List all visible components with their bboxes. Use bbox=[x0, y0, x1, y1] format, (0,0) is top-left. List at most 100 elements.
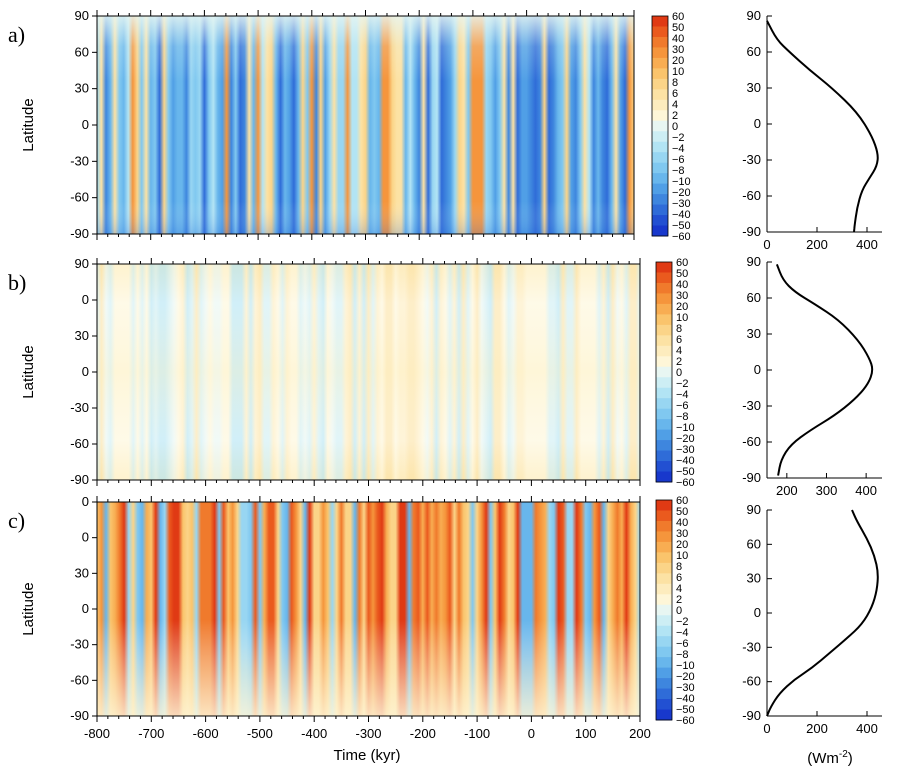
colorbar-label: −50 bbox=[676, 704, 695, 716]
colorbar-segment bbox=[656, 398, 672, 410]
colorbar-frame bbox=[655, 261, 673, 483]
colorbar-label: −60 bbox=[676, 715, 695, 727]
profile-x-tick-label: 0 bbox=[763, 721, 770, 736]
colorbar-label: 10 bbox=[672, 66, 684, 78]
colorbar-label: −20 bbox=[676, 433, 695, 445]
colorbar-segment bbox=[652, 36, 668, 48]
colorbar-label: 4 bbox=[676, 583, 682, 595]
colorbar-label: −40 bbox=[676, 693, 695, 705]
colorbar-label: −10 bbox=[676, 422, 695, 434]
profile-line bbox=[766, 20, 879, 233]
colorbar-label: 0 bbox=[672, 121, 678, 133]
profile-y-tick-label: 0 bbox=[754, 605, 761, 620]
colorbar-label: 30 bbox=[676, 290, 688, 302]
colorbar-segment bbox=[656, 541, 672, 553]
heatmap-latitude-shading bbox=[97, 264, 640, 480]
colorbars: 60504030201086420−2−4−6−8−10−20−30−40−50… bbox=[651, 11, 695, 727]
colorbar-segment bbox=[652, 141, 668, 153]
profile-y-tick-label: 0 bbox=[754, 116, 761, 131]
profile-x-tick-label: 400 bbox=[856, 721, 878, 736]
colorbar-label: 60 bbox=[672, 11, 684, 23]
colorbar-label: −8 bbox=[676, 411, 689, 423]
profile-y-tick-label: -60 bbox=[742, 434, 761, 449]
profile-y-tick-label: -30 bbox=[742, 152, 761, 167]
profile-y-tick-label: 30 bbox=[747, 80, 761, 95]
profile-y-tick-label: -90 bbox=[742, 470, 761, 485]
colorbar-segment bbox=[656, 646, 672, 658]
colorbar-label: −60 bbox=[676, 477, 695, 489]
profile-y-tick-label: 60 bbox=[747, 536, 761, 551]
y-axis-title: Latitude bbox=[20, 582, 37, 635]
y-tick-label: -30 bbox=[70, 400, 89, 415]
heatmap-panel-a: a) 90 60 30 0 -30 -60 -90 Latitude bbox=[8, 8, 635, 241]
y-tick-label: -90 bbox=[70, 226, 89, 241]
colorbar-label: 0 bbox=[676, 367, 682, 379]
profile-y-tick-label: -60 bbox=[742, 188, 761, 203]
y-tick-label: -30 bbox=[70, 637, 89, 652]
colorbar-segment bbox=[656, 471, 672, 483]
panel-label: b) bbox=[8, 270, 26, 295]
y-tick-label: -90 bbox=[70, 472, 89, 487]
colorbar-label: −6 bbox=[676, 638, 689, 650]
colorbar-c: 60504030201086420−2−4−6−8−10−20−30−40−50… bbox=[655, 495, 695, 727]
y-axis-title: Latitude bbox=[20, 345, 37, 398]
profile-y-tick-label: 60 bbox=[747, 44, 761, 59]
panel-label: c) bbox=[8, 508, 25, 533]
y-tick-label: -60 bbox=[70, 190, 89, 205]
colorbar-label: 2 bbox=[676, 356, 682, 368]
x-tick-label: 100 bbox=[575, 726, 597, 741]
colorbar-label: 4 bbox=[672, 99, 678, 111]
y-tick-label: 30 bbox=[75, 565, 89, 580]
colorbar-segment bbox=[652, 204, 668, 216]
colorbar-segment bbox=[652, 16, 668, 27]
y-tick-label: -60 bbox=[70, 436, 89, 451]
colorbar-label: −30 bbox=[676, 444, 695, 456]
profile-x-tick-label: 200 bbox=[806, 237, 828, 252]
profile-y-tick-label: -30 bbox=[742, 639, 761, 654]
colorbar-segment bbox=[656, 419, 672, 431]
colorbar-label: −40 bbox=[672, 209, 691, 221]
colorbar-segment bbox=[652, 173, 668, 185]
colorbar-segment bbox=[656, 709, 672, 721]
y-tick-label: 0 bbox=[82, 292, 89, 307]
y-tick-label: 90 bbox=[75, 8, 89, 23]
colorbar-a: 60504030201086420−2−4−6−8−10−20−30−40−50… bbox=[651, 11, 691, 243]
colorbar-segment bbox=[652, 131, 668, 143]
y-tick-label: 0 bbox=[82, 494, 89, 509]
colorbar-label: −60 bbox=[672, 231, 691, 243]
colorbar-label: −20 bbox=[672, 187, 691, 199]
colorbar-label: 8 bbox=[672, 77, 678, 89]
x-tick-label: -400 bbox=[301, 726, 327, 741]
colorbar-segment bbox=[656, 520, 672, 532]
colorbar-segment bbox=[656, 562, 672, 574]
colorbar-label: −30 bbox=[676, 682, 695, 694]
colorbar-label: 50 bbox=[676, 506, 688, 518]
colorbar-segment bbox=[656, 366, 672, 378]
heatmap-panels: a) 90 60 30 0 -30 -60 -90 Latitude b) 90 0 30 0 -30 -60… bbox=[8, 8, 651, 741]
colorbar-segment bbox=[652, 194, 668, 206]
colorbar-label: 8 bbox=[676, 323, 682, 335]
profile-x-tick-label: 300 bbox=[816, 483, 838, 498]
colorbar-segment bbox=[652, 99, 668, 111]
colorbar-segment bbox=[656, 615, 672, 627]
y-tick-label: 0 bbox=[82, 601, 89, 616]
profile-line bbox=[775, 264, 874, 476]
colorbar-label: 50 bbox=[676, 268, 688, 280]
profile-y-tick-label: 90 bbox=[747, 8, 761, 23]
y-tick-label: 90 bbox=[75, 256, 89, 271]
colorbar-label: 20 bbox=[672, 55, 684, 67]
colorbar-segment bbox=[656, 636, 672, 648]
colorbar-segment bbox=[656, 678, 672, 690]
x-tick-label: -500 bbox=[247, 726, 273, 741]
colorbar-segment bbox=[656, 335, 672, 347]
profile-y-tick-label: 90 bbox=[747, 254, 761, 269]
colorbar-segment bbox=[656, 345, 672, 357]
x-tick-label: -800 bbox=[84, 726, 110, 741]
profile-x-tick-label: 200 bbox=[806, 721, 828, 736]
profile-y-tick-label: 30 bbox=[747, 571, 761, 586]
heatmap-latitude-shading bbox=[97, 502, 640, 716]
profile-x-tick-label: 0 bbox=[763, 237, 770, 252]
colorbar-label: 2 bbox=[676, 594, 682, 606]
